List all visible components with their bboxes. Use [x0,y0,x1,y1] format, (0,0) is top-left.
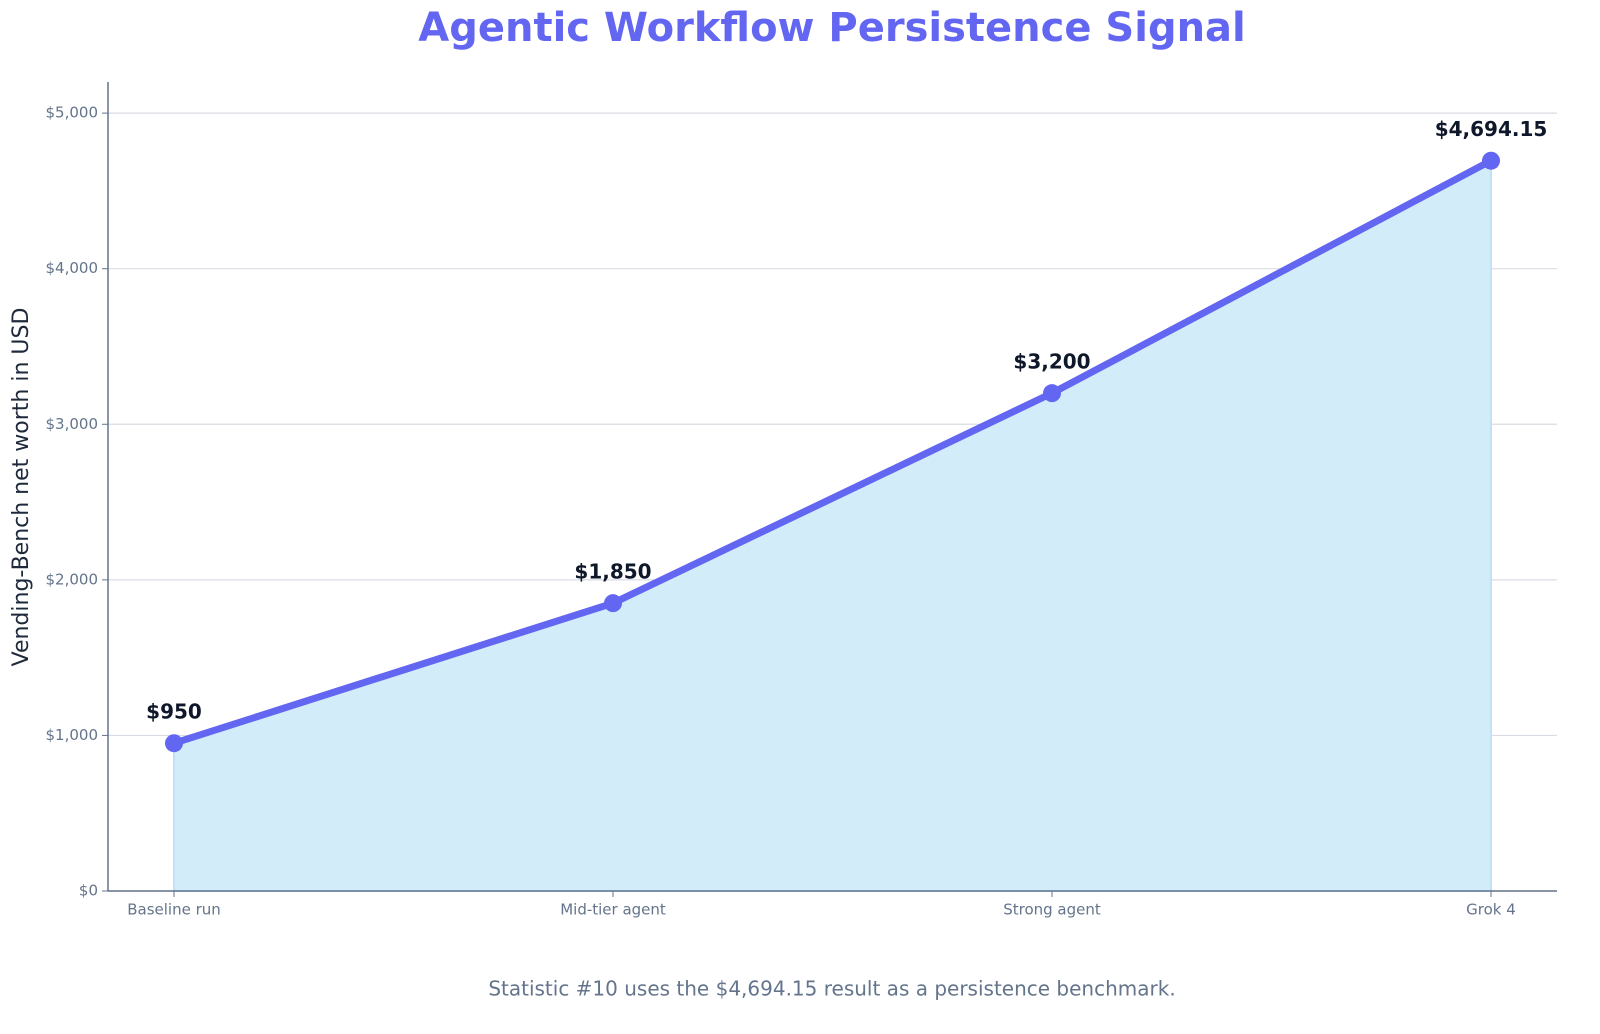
point [604,594,622,613]
y-tick-label: $5,000 [46,104,99,122]
x-tick-label: Strong agent [1003,901,1101,919]
point [165,734,183,753]
x-tick-label: Baseline run [127,901,221,919]
y-tick-label: $2,000 [46,570,99,588]
line [172,157,1493,747]
y-tick-label: $1,000 [46,726,99,744]
y-tick-label: $3,000 [46,415,99,433]
x-tick-label: Grok 4 [1466,901,1516,919]
y-tick-label: $0 [79,882,98,900]
value-label: $3,200 [1013,350,1090,374]
value-label: $950 [146,700,202,724]
value-label: $1,850 [574,560,651,584]
footnote: Statistic #10 uses the $4,694.15 result … [488,977,1175,1001]
y-tick-label: $4,000 [46,259,99,277]
area [173,159,1492,892]
value-label: $4,694.15 [1435,117,1548,141]
y-axis-label: Vending-Bench net worth in USD [9,308,34,667]
point [1043,384,1061,403]
x-tick-label: Mid-tier agent [560,901,666,919]
point [1482,151,1500,170]
chart-title: Agentic Workflow Persistence Signal [418,5,1246,51]
